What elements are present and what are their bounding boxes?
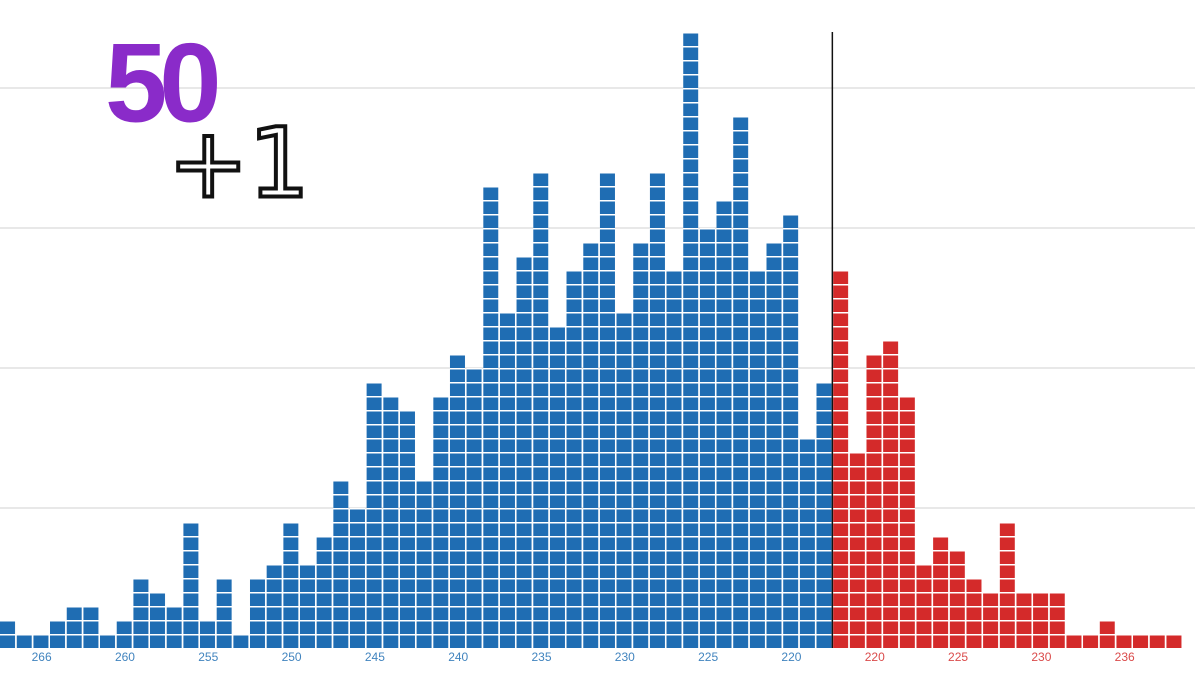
bar [766,242,782,648]
bar [466,368,482,648]
bar [216,578,232,648]
bar [949,550,965,648]
bar [749,270,765,648]
bar [599,172,615,648]
bar [799,438,815,648]
bar [1066,634,1082,648]
x-tick-label: 220 [781,650,801,664]
bar [66,606,82,648]
x-tick-label: 230 [1031,650,1051,664]
bar [1133,634,1149,648]
bar [249,578,266,648]
bar [183,522,199,648]
bar [666,270,682,648]
x-tick-label: 230 [615,650,635,664]
bar [883,340,899,648]
bar [33,634,49,648]
bar [999,522,1015,648]
bar [716,200,732,648]
bar [566,270,582,648]
bar [699,228,715,648]
bar [516,256,532,648]
bar [133,578,149,648]
bar [1049,592,1065,648]
bar [366,382,382,648]
x-tick-label: 225 [948,650,968,664]
bar [16,634,32,648]
bar [733,116,749,648]
bar [816,382,832,648]
bar [783,214,799,648]
bar [583,242,599,648]
bar [266,564,282,648]
bar [299,564,316,648]
bar [916,564,932,648]
bar [0,620,16,648]
bar [866,354,882,648]
bar [683,32,699,648]
x-tick-label: 255 [198,650,218,664]
bar [616,312,632,648]
bar [499,312,516,648]
x-tick-label: 260 [115,650,135,664]
bar [1166,634,1182,648]
bar [1033,592,1049,648]
bar [149,592,166,648]
bar [449,354,466,648]
bar [1099,620,1115,648]
bar [99,634,116,648]
x-tick-label: 236 [1115,650,1135,664]
bar [549,326,566,648]
logo-number: 50 [105,21,217,146]
bar [849,452,865,648]
bar [49,620,66,648]
bar [966,578,982,648]
bar [1083,634,1099,648]
x-tick-label: 225 [698,650,718,664]
x-tick-label: 266 [32,650,52,664]
bar [83,606,99,648]
bar [649,172,665,648]
bar [349,508,366,648]
bar [833,270,849,648]
x-tick-label: 250 [282,650,302,664]
bar [416,480,432,648]
x-tick-label: 240 [448,650,468,664]
bar [199,620,216,648]
bar [283,522,299,648]
x-tick-label: 220 [865,650,885,664]
bar [333,480,349,648]
bar [633,242,649,648]
bar [1149,634,1165,648]
bar [533,172,549,648]
bar [899,396,915,648]
bar [983,592,999,648]
logo-plus: +1 [168,107,310,219]
bar [933,536,949,648]
bar [166,606,182,648]
x-tick-label: 245 [365,650,385,664]
bar [316,536,332,648]
bar [383,396,399,648]
bar [233,634,249,648]
bar [399,410,416,648]
x-tick-label: 235 [531,650,551,664]
bar [433,396,449,648]
bar [1116,634,1132,648]
bar [483,186,499,648]
bar [1016,592,1032,648]
bar [116,620,132,648]
